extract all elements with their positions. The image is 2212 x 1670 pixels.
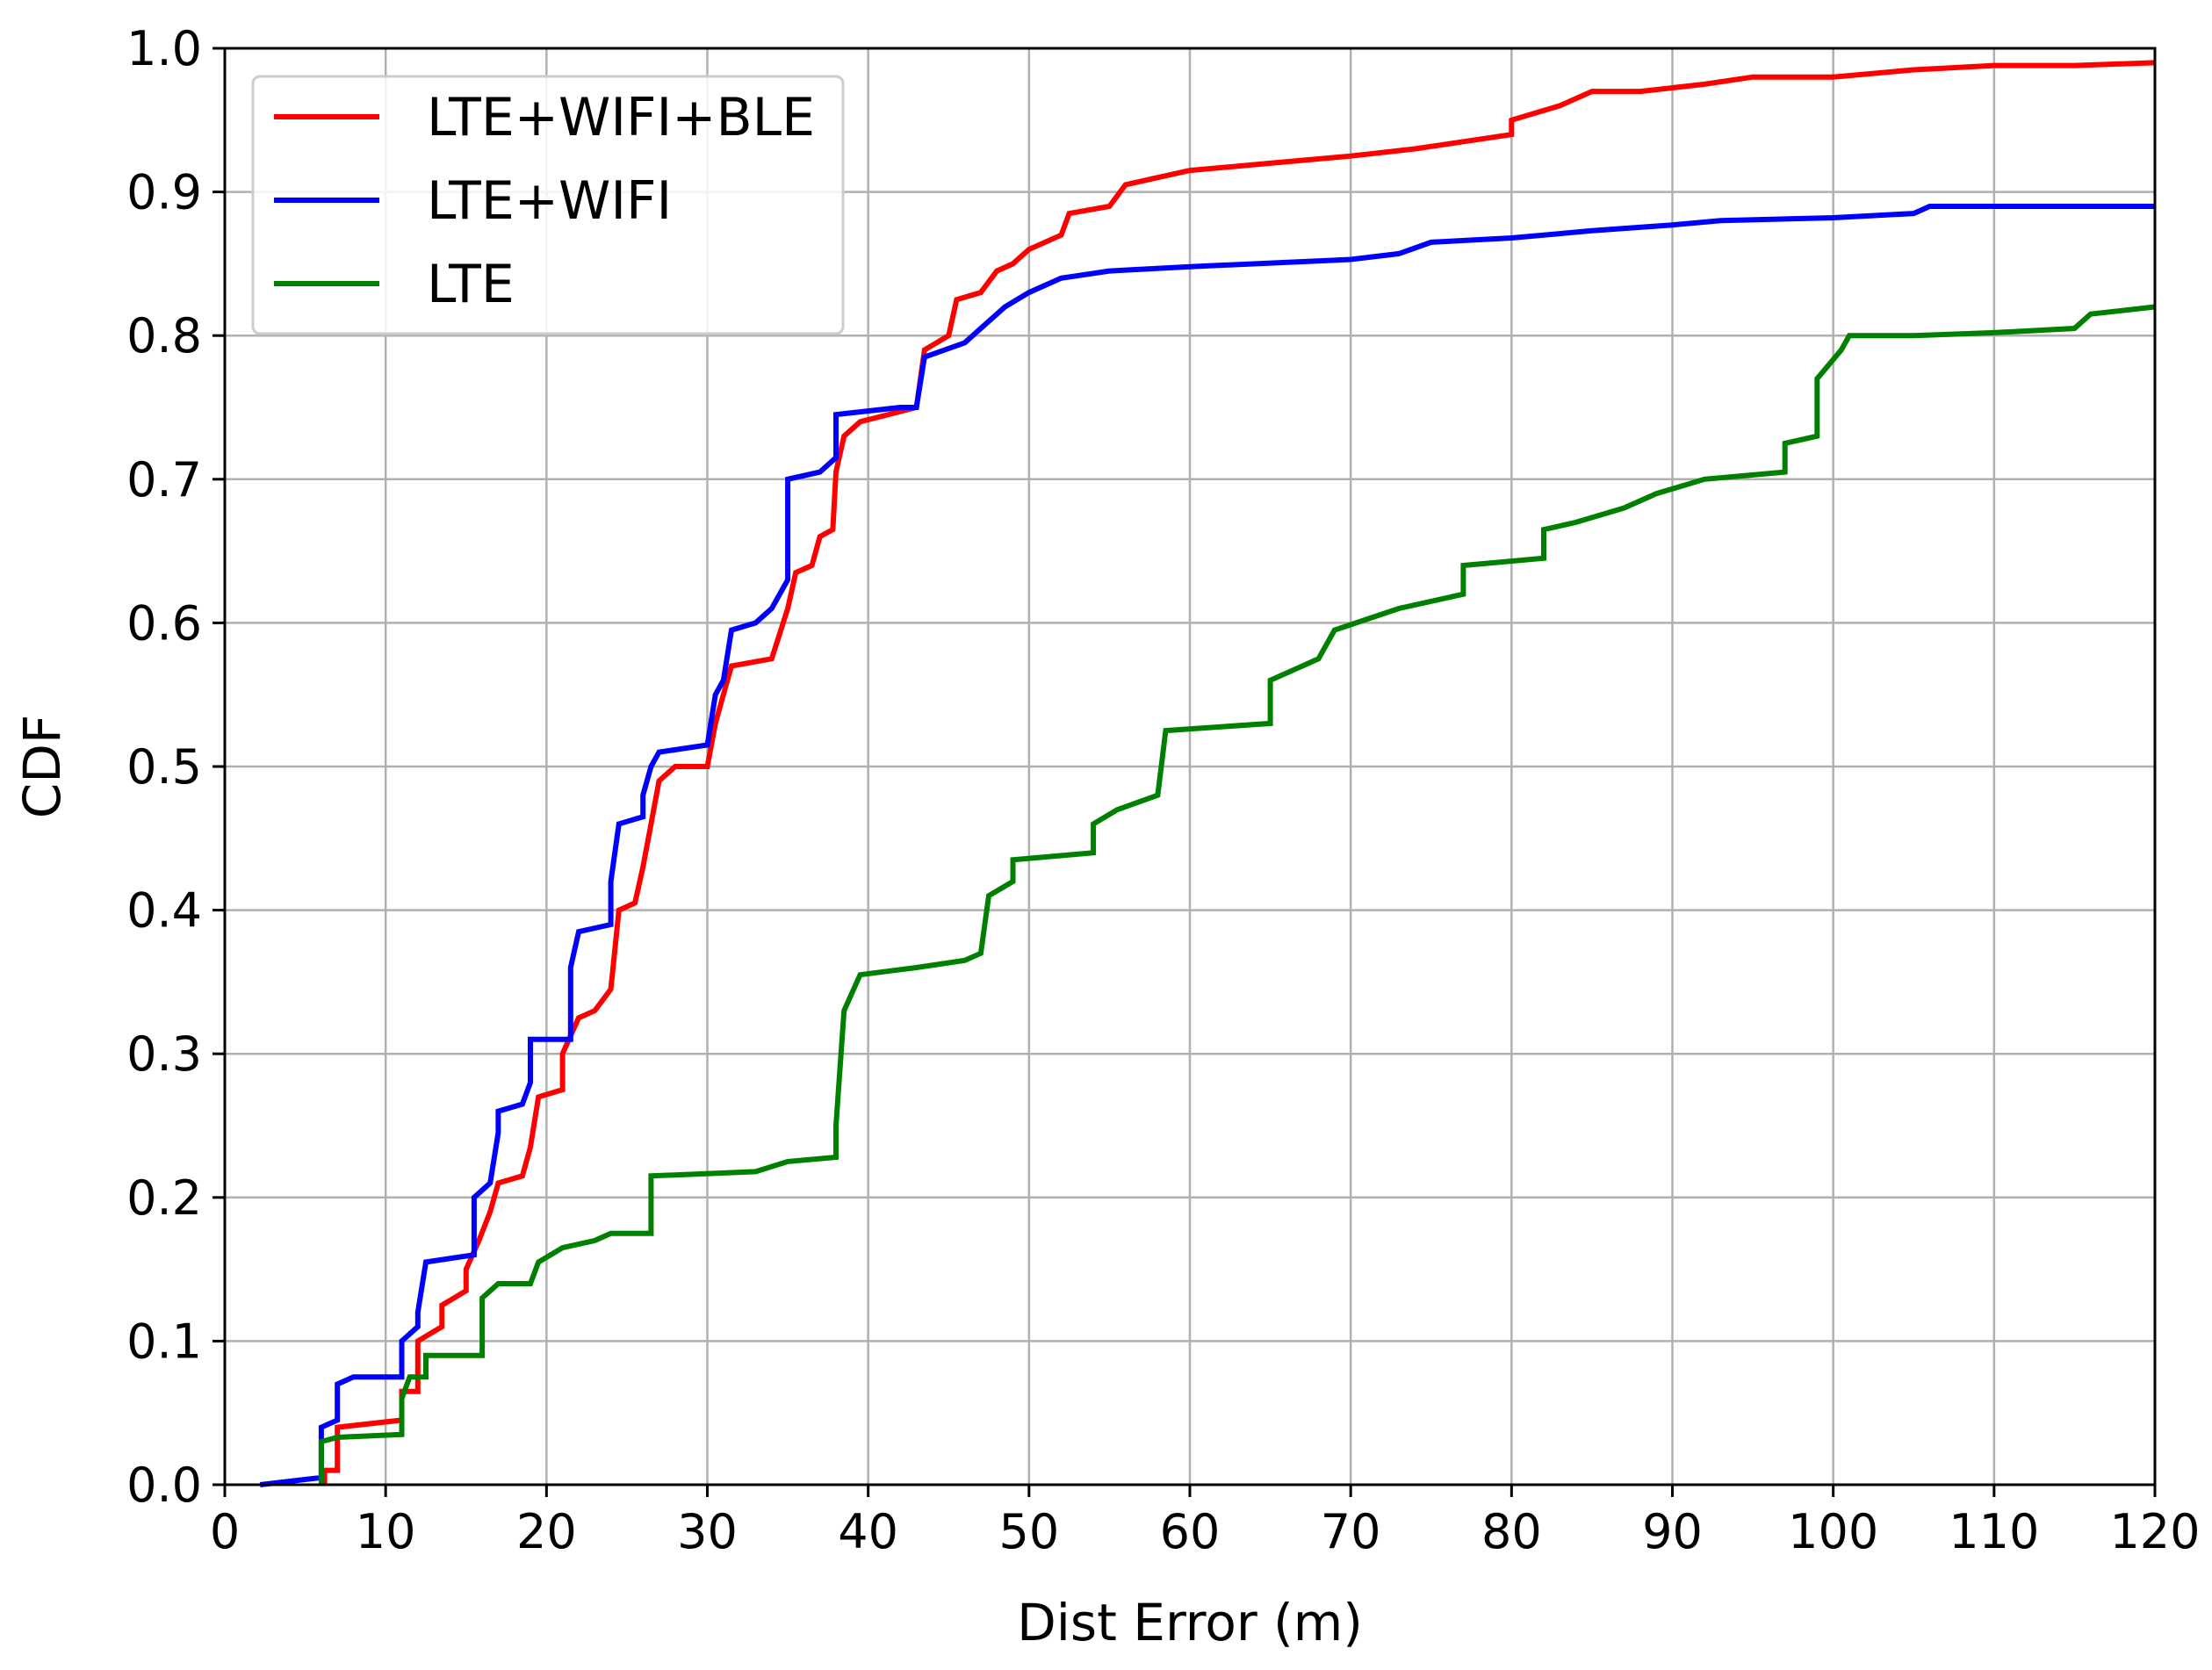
y-tick-label: 0.0 (126, 1458, 202, 1513)
tick-marks (213, 47, 2157, 1497)
y-tick-label: 1.0 (126, 21, 202, 76)
y-tick-label: 0.9 (126, 165, 202, 220)
x-tick-label: 10 (356, 1504, 416, 1559)
x-tick-label: 60 (1160, 1504, 1221, 1559)
x-tick-label: 110 (1949, 1504, 2039, 1559)
x-tick-label: 100 (1788, 1504, 1878, 1559)
y-tick-label: 0.4 (126, 883, 202, 939)
x-tick-label: 0 (210, 1504, 240, 1559)
legend-box (251, 75, 845, 335)
x-tick-label: 50 (998, 1504, 1059, 1559)
y-tick-label: 0.3 (126, 1026, 202, 1082)
x-tick-label: 70 (1321, 1504, 1381, 1559)
x-tick-label: 90 (1642, 1504, 1703, 1559)
y-tick-label: 0.6 (126, 595, 202, 651)
legend-label-2: LTE (427, 254, 515, 315)
y-tick-label: 0.5 (126, 739, 202, 795)
x-tick-labels: 0 10 20 30 40 50 60 70 80 90 100 110 120 (210, 1504, 2201, 1559)
y-tick-label: 0.2 (126, 1170, 202, 1226)
legend-label-1: LTE+WIFI (427, 170, 672, 232)
legend-label-0: LTE+WIFI+BLE (427, 87, 815, 148)
y-tick-labels: 0.0 0.1 0.2 0.3 0.4 0.5 0.6 0.7 0.8 0.9 1.0 (126, 21, 202, 1513)
y-tick-label: 0.8 (126, 308, 202, 364)
series-line-2 (318, 304, 2156, 1485)
x-axis-label: Dist Error (m) (1017, 1593, 1363, 1652)
y-tick-label: 0.7 (126, 452, 202, 507)
x-tick-label: 40 (838, 1504, 898, 1559)
x-tick-label: 80 (1481, 1504, 1542, 1559)
legend: LTE+WIFI+BLE LTE+WIFI LTE (251, 75, 845, 335)
series-line-1 (259, 204, 2155, 1487)
x-tick-label: 20 (516, 1504, 577, 1559)
x-tick-label: 120 (2109, 1504, 2200, 1559)
series-lines (259, 60, 2156, 1487)
y-tick-label: 0.1 (126, 1314, 202, 1369)
x-tick-label: 30 (677, 1504, 738, 1559)
y-axis-label: CDF (12, 715, 72, 819)
